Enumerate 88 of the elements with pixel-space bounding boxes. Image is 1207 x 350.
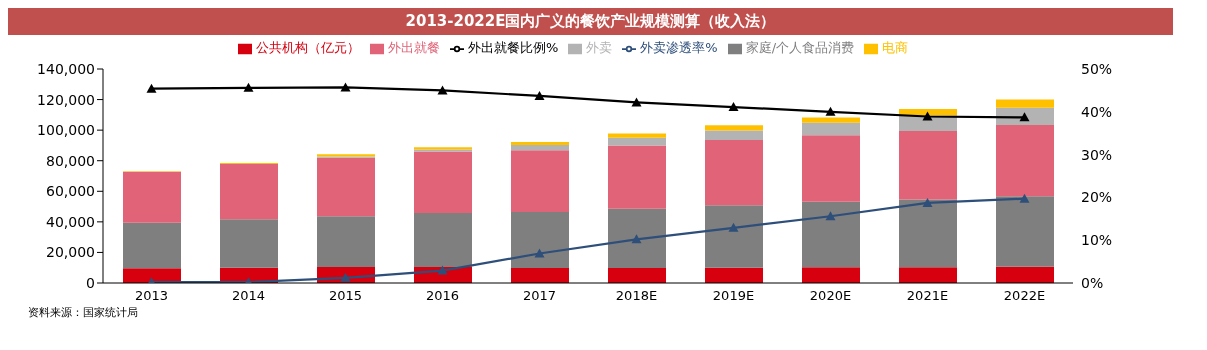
- point: [1019, 112, 1030, 122]
- x-tick-label: 2017: [522, 288, 557, 304]
- bar: [802, 117, 860, 123]
- legend-label: 外卖: [586, 40, 613, 55]
- chart-title: 2013-2022E国内广义的餐饮产业规模测算（收入法）: [8, 8, 1173, 35]
- point: [146, 83, 157, 93]
- bar: [608, 208, 666, 269]
- bar: [317, 157, 375, 217]
- point: [825, 211, 836, 221]
- bar: [511, 268, 569, 283]
- legend-label: 外出就餐: [387, 40, 440, 55]
- point: [922, 197, 933, 207]
- point: [631, 97, 642, 107]
- x-tick-label: 2021E: [906, 288, 949, 304]
- x-tick-label: 2019E: [712, 288, 755, 304]
- bar: [123, 222, 181, 269]
- bar: [123, 171, 181, 223]
- bar: [317, 216, 375, 267]
- point: [825, 106, 836, 116]
- bar: [608, 145, 666, 209]
- legend-label: 外出就餐比例%: [467, 40, 559, 55]
- bar: [511, 150, 569, 212]
- bar: [608, 133, 666, 138]
- bar: [802, 267, 860, 283]
- y-tick-label: 120,000: [37, 91, 95, 108]
- bar: [608, 137, 666, 146]
- bar: [705, 125, 763, 131]
- bar: [996, 125, 1054, 197]
- legend-label: 外卖渗透率%: [640, 40, 718, 55]
- bar: [996, 99, 1054, 108]
- bar: [802, 201, 860, 268]
- y-tick-label: 40,000: [46, 213, 95, 230]
- x-tick-label: 2015: [328, 288, 363, 304]
- bar: [705, 130, 763, 141]
- y2-tick-label: 10%: [1081, 232, 1113, 249]
- point: [728, 222, 739, 232]
- y-tick-label: 80,000: [46, 152, 95, 169]
- y2-tick-label: 30%: [1081, 146, 1113, 163]
- point: [728, 102, 739, 112]
- bar: [899, 267, 957, 283]
- x-tick-label: 2018E: [615, 288, 658, 304]
- text: 资料来源：国家统计局: [28, 305, 139, 320]
- y2-tick-label: 50%: [1081, 60, 1113, 77]
- x-tick-label: 2013: [134, 288, 169, 304]
- bar: [802, 135, 860, 202]
- y-tick-label: 100,000: [37, 122, 95, 139]
- bar: [705, 140, 763, 206]
- point: [922, 111, 933, 121]
- x-tick-label: 2016: [425, 288, 460, 304]
- x-tick-label: 2020E: [809, 288, 852, 304]
- point: [631, 234, 642, 244]
- point: [340, 272, 351, 282]
- bar: [414, 151, 472, 213]
- bar: [511, 145, 569, 151]
- bar: [608, 268, 666, 283]
- bar: [511, 211, 569, 269]
- y2-tick-label: 20%: [1081, 189, 1113, 206]
- point: [243, 82, 254, 92]
- bar: [511, 142, 569, 146]
- bar: [705, 267, 763, 283]
- x-tick-label: 2022E: [1003, 288, 1046, 304]
- point: [1019, 193, 1030, 203]
- bar: [123, 268, 181, 283]
- legend-label: 公共机构（亿元）: [255, 40, 360, 55]
- bar: [996, 266, 1054, 283]
- bar: [899, 131, 957, 200]
- bar: [220, 163, 278, 220]
- bar: [802, 122, 860, 136]
- point: [340, 82, 351, 92]
- y2-tick-label: 0%: [1081, 274, 1104, 291]
- bar: [996, 107, 1054, 126]
- point: [534, 90, 545, 100]
- bar: [414, 212, 472, 267]
- x-tick-label: 2014: [231, 288, 266, 304]
- point: [437, 265, 448, 275]
- bar: [220, 219, 278, 268]
- y-tick-label: 20,000: [46, 244, 95, 261]
- legend-label: 电商: [882, 40, 909, 55]
- y-tick-label: 140,000: [37, 60, 95, 77]
- y2-tick-label: 40%: [1081, 103, 1113, 120]
- bar: [705, 205, 763, 268]
- point: [437, 85, 448, 95]
- bar: [899, 199, 957, 268]
- y-tick-label: 60,000: [46, 183, 95, 200]
- legend-label: 家庭/个人食品消费: [745, 40, 855, 55]
- bar: [996, 196, 1054, 267]
- y-tick-label: 0: [86, 274, 95, 291]
- point: [534, 248, 545, 258]
